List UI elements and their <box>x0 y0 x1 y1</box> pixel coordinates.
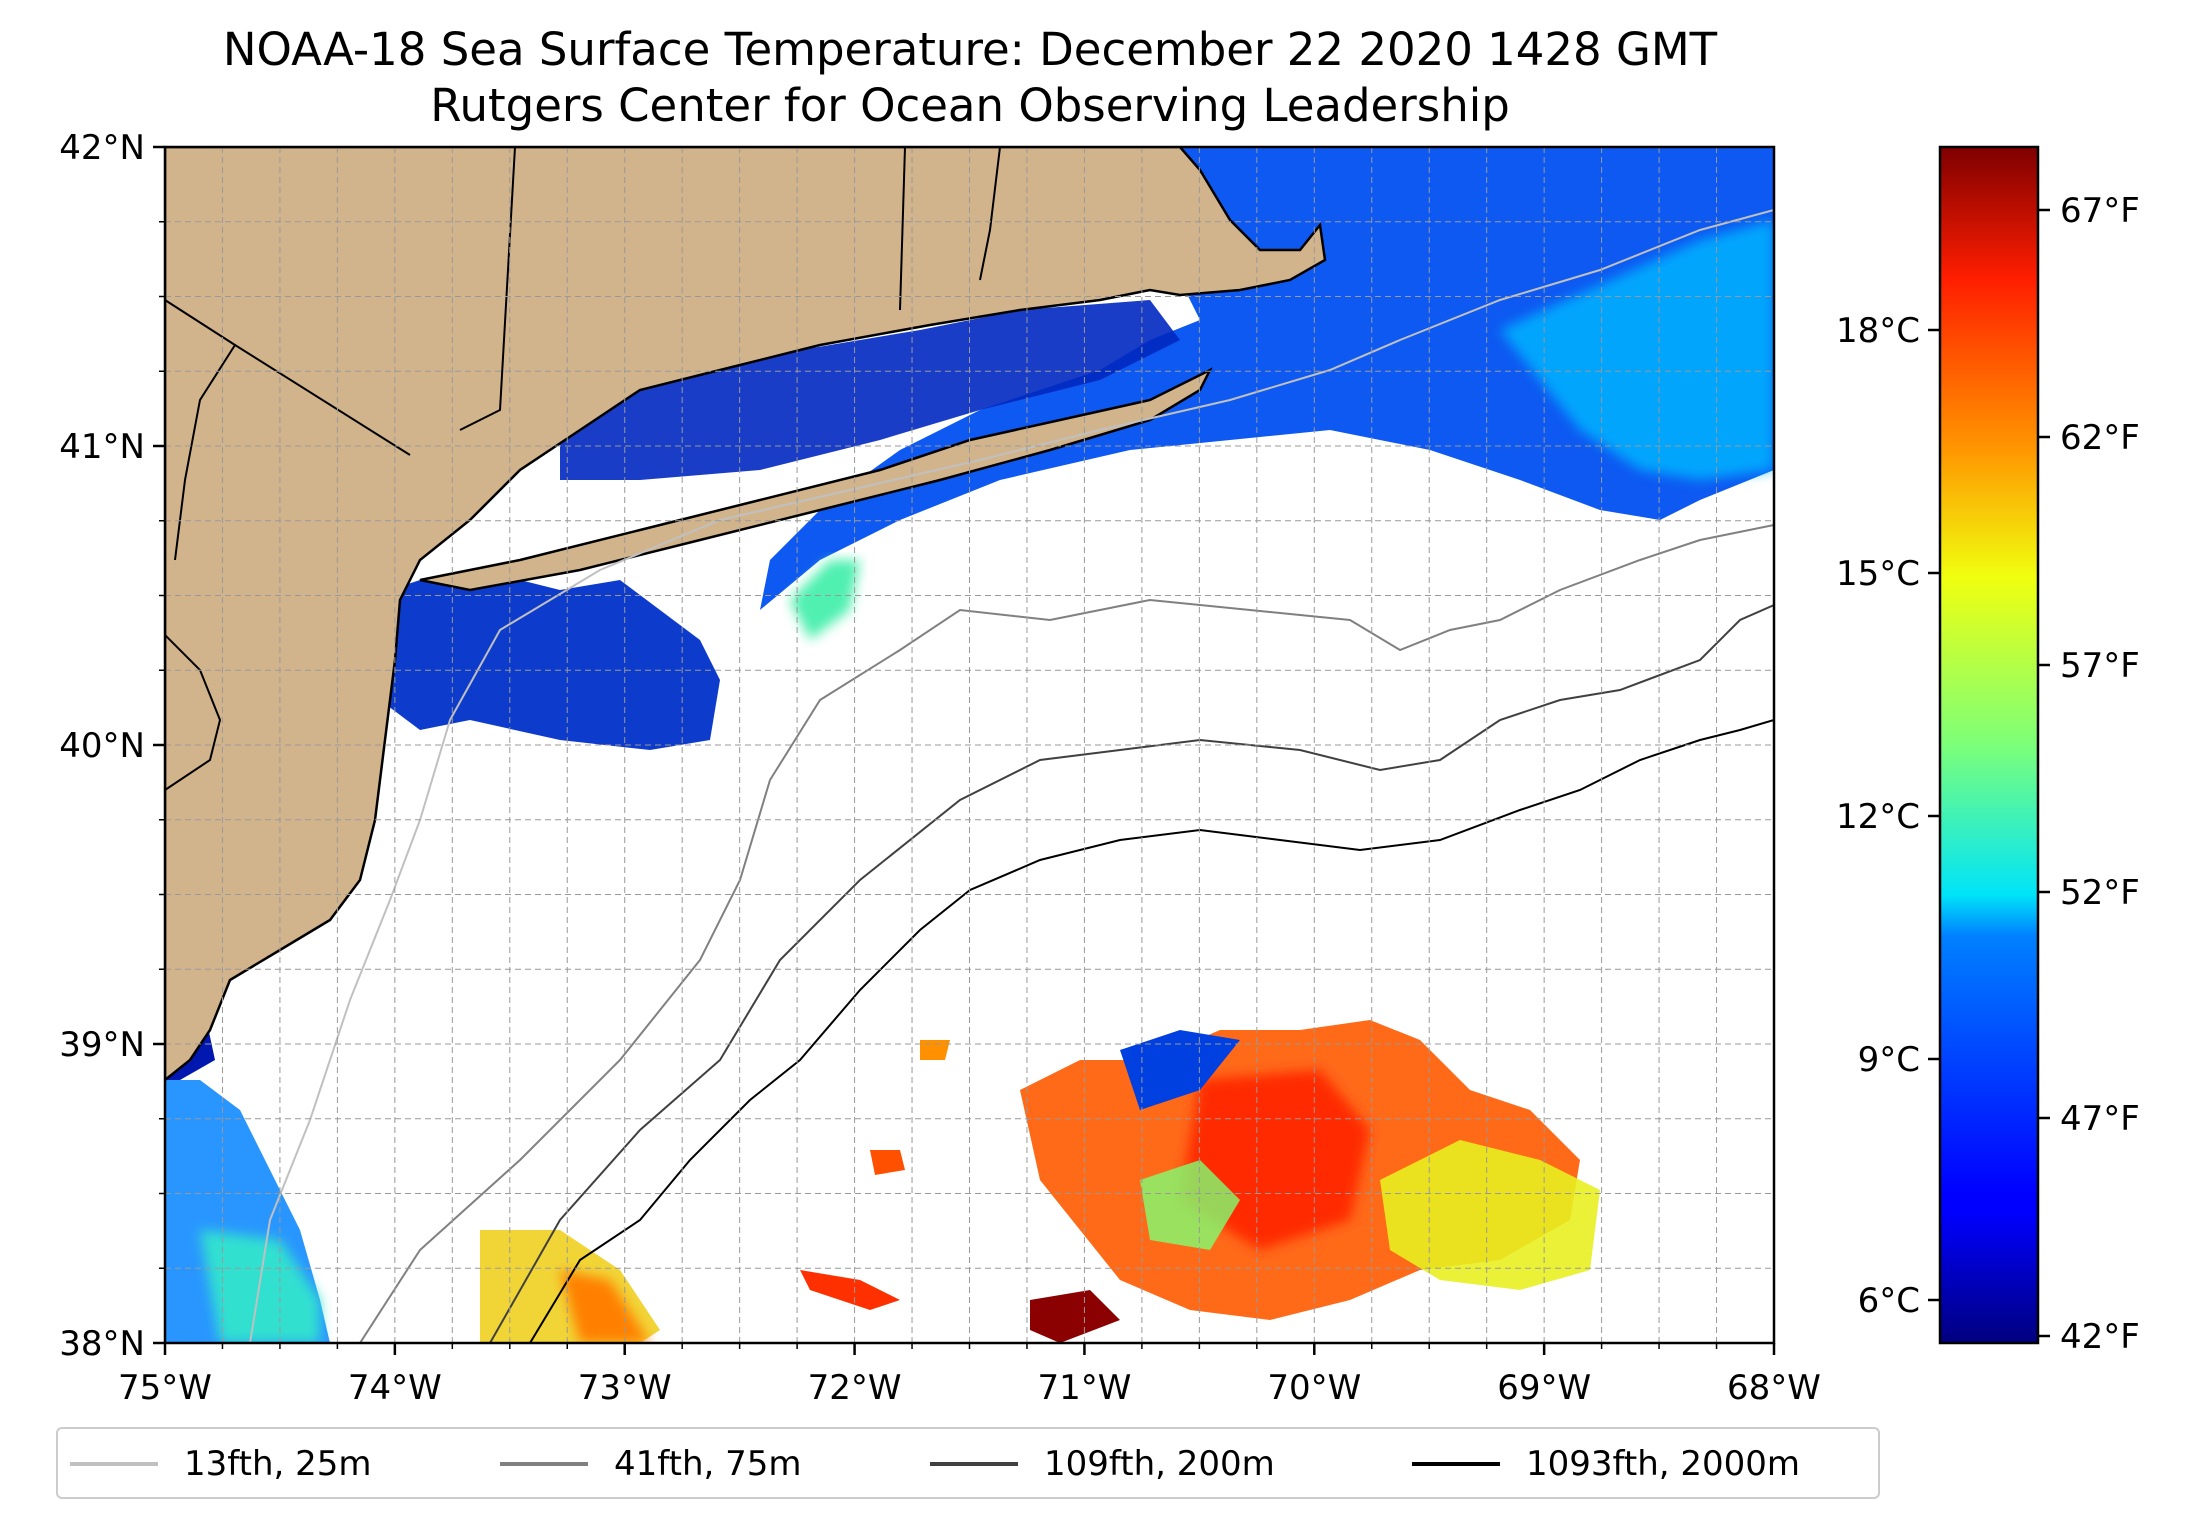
sst-patch-southwest-orange <box>560 1270 650 1343</box>
celsius-tick-label: 6°C <box>1858 1281 1920 1321</box>
sst-patch-small-3 <box>920 1040 950 1060</box>
sst-patch-ny-bight <box>380 570 720 750</box>
x-tick-label: 69°W <box>1497 1368 1591 1408</box>
sst-patch-li-sound <box>560 300 1180 480</box>
y-tick-label: 39°N <box>59 1025 145 1065</box>
fahrenheit-tick-label: 57°F <box>2060 646 2140 686</box>
contour-25m <box>249 209 1774 1343</box>
sst-data-layer <box>165 147 1774 1343</box>
sst-patch-cyan-band <box>1500 220 1774 480</box>
y-axis: 42°N 41°N 40°N 39°N 38°N <box>59 128 165 1364</box>
x-tick-label: 75°W <box>118 1368 212 1408</box>
celsius-tick-label: 9°C <box>1858 1040 1920 1080</box>
sst-patch-small-4 <box>1030 1290 1120 1343</box>
chart-title: NOAA-18 Sea Surface Temperature: Decembe… <box>222 23 1718 76</box>
x-tick-label: 70°W <box>1267 1368 1361 1408</box>
x-tick-label: 71°W <box>1037 1368 1131 1408</box>
bathymetry-contours <box>249 209 1774 1343</box>
fahrenheit-tick-label: 52°F <box>2060 873 2140 913</box>
celsius-tick-label: 18°C <box>1836 311 1920 351</box>
sst-patch-northeast <box>760 147 1774 610</box>
sst-patch-cool-ring <box>1120 1030 1240 1110</box>
contour-2000m <box>529 719 1774 1343</box>
sst-patch-green-tip <box>790 560 860 640</box>
x-tick-label: 72°W <box>808 1368 902 1408</box>
celsius-tick-label: 15°C <box>1836 554 1920 594</box>
x-tick-label: 74°W <box>348 1368 442 1408</box>
x-axis: 75°W 74°W 73°W 72°W 71°W 70°W 69°W 68°W <box>118 1343 1821 1408</box>
state-borders <box>165 147 1001 791</box>
sst-patch-green-mix <box>1140 1160 1240 1250</box>
chart-subtitle: Rutgers Center for Ocean Observing Leade… <box>430 79 1510 132</box>
y-tick-label: 40°N <box>59 726 145 766</box>
colorbar-celsius-axis: 18°C 15°C 12°C 9°C 6°C <box>1836 311 1940 1321</box>
sst-patch-small-2 <box>870 1150 905 1175</box>
land-mass <box>165 147 1327 1082</box>
legend-label: 13fth, 25m <box>184 1444 372 1484</box>
legend-swatch <box>500 1462 588 1466</box>
x-tick-label: 73°W <box>578 1368 672 1408</box>
fahrenheit-tick-label: 42°F <box>2060 1317 2140 1357</box>
fahrenheit-tick-label: 67°F <box>2060 191 2140 231</box>
sst-patch-yellow-east <box>1380 1140 1600 1290</box>
x-tick-label: 68°W <box>1727 1368 1821 1408</box>
celsius-tick-label: 12°C <box>1836 797 1920 837</box>
y-tick-label: 42°N <box>59 128 145 168</box>
legend-label: 1093fth, 2000m <box>1526 1444 1801 1484</box>
legend-item-200m: 109fth, 200m <box>930 1441 1275 1487</box>
contour-75m <box>359 524 1774 1343</box>
y-tick-label: 38°N <box>59 1324 145 1364</box>
legend-swatch <box>1412 1462 1500 1466</box>
legend-item-75m: 41fth, 75m <box>500 1441 802 1487</box>
legend-swatch <box>930 1462 1018 1466</box>
contour-200m <box>489 604 1774 1343</box>
fahrenheit-tick-label: 62°F <box>2060 418 2140 458</box>
legend-item-2000m: 1093fth, 2000m <box>1412 1441 1800 1487</box>
colorbar-gradient <box>1938 145 2040 1345</box>
legend-label: 41fth, 75m <box>614 1444 802 1484</box>
contour-legend: 13fth, 25m 41fth, 75m 109fth, 200m 1093f… <box>56 1427 1880 1499</box>
colorbar-fahrenheit-axis: 67°F 62°F 57°F 52°F 47°F 42°F <box>2038 191 2140 1357</box>
legend-label: 109fth, 200m <box>1044 1444 1275 1484</box>
legend-swatch <box>70 1462 158 1466</box>
sst-patch-small-1 <box>800 1270 900 1310</box>
y-tick-label: 41°N <box>59 427 145 467</box>
legend-item-25m: 13fth, 25m <box>70 1441 372 1487</box>
map-grid <box>165 147 1774 1343</box>
long-island <box>419 367 1213 592</box>
colorbar: 18°C 15°C 12°C 9°C 6°C 67°F 62°F 57°F 52°F 47°F 4… <box>1836 145 2140 1357</box>
fahrenheit-tick-label: 47°F <box>2060 1099 2140 1139</box>
